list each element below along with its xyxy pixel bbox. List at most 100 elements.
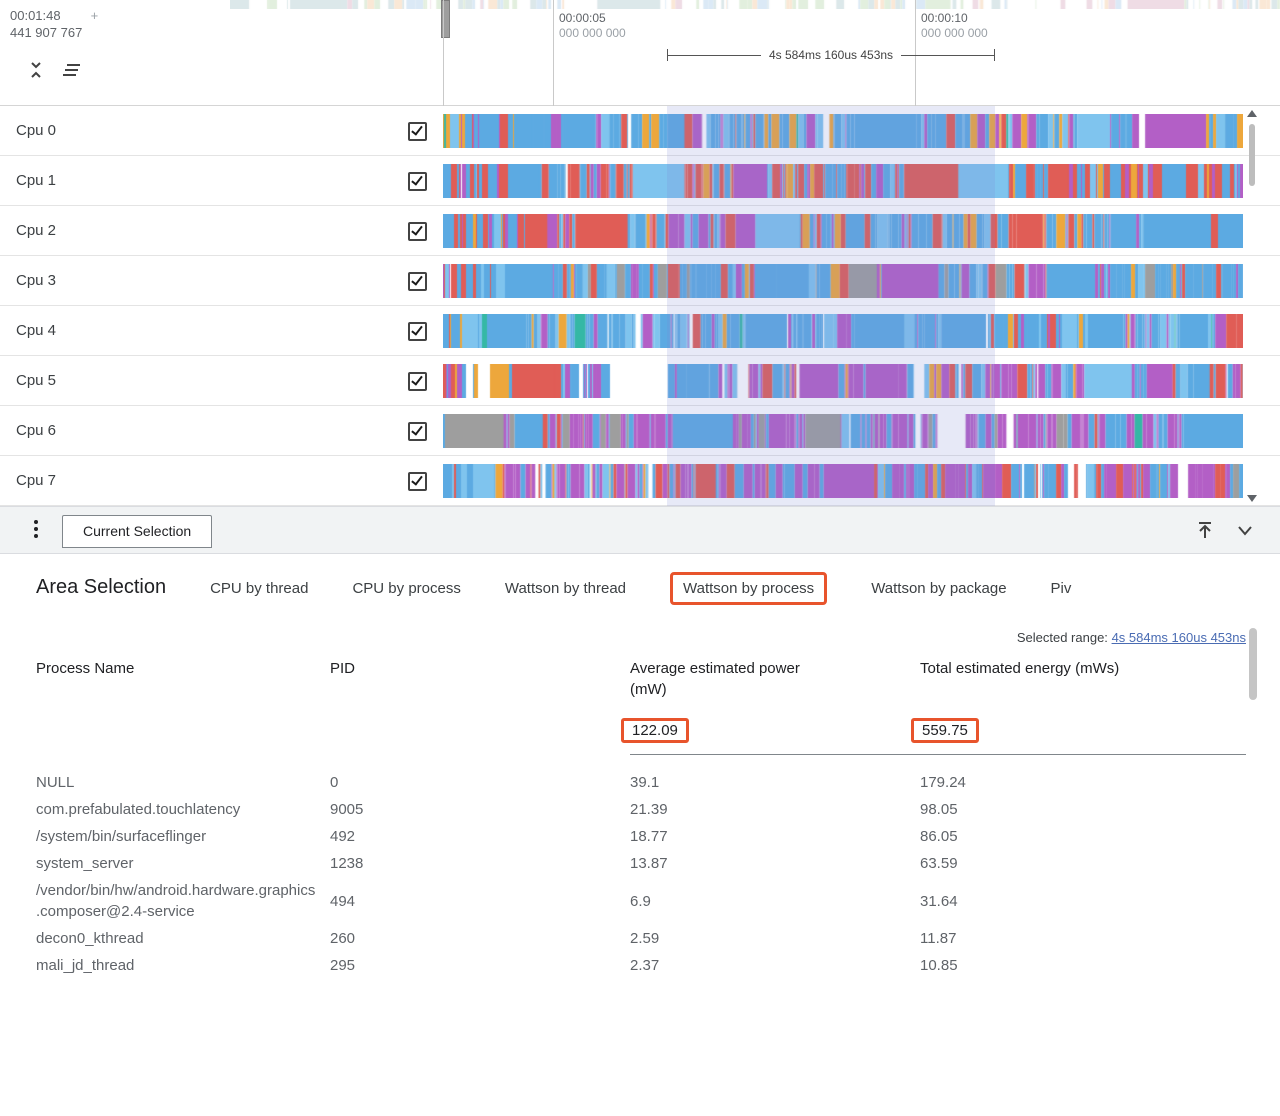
table-row: system_server 1238 13.87 63.59	[36, 850, 1246, 877]
track-checkbox[interactable]	[408, 372, 427, 391]
selected-range-label: Selected range:	[1016, 630, 1108, 645]
total-energy-cell: 10.85	[920, 957, 958, 974]
tab-current-selection[interactable]: Current Selection	[62, 515, 213, 548]
process-name-cell: com.prefabulated.touchlatency	[36, 801, 241, 818]
track-checkbox[interactable]	[408, 122, 427, 141]
table-header-row: Process Name PID Average estimated power…	[36, 658, 1246, 700]
tab-wattson-by-thread[interactable]: Wattson by thread	[504, 580, 627, 597]
avg-power-cell: 2.37	[630, 957, 660, 974]
total-avg-power: 122.09	[621, 718, 689, 743]
track-row-cpu7[interactable]: Cpu 7	[0, 456, 1280, 506]
ruler-gridline	[915, 0, 916, 106]
collapse-tracks-icon[interactable]	[26, 60, 46, 80]
track-label: Cpu 4	[16, 322, 57, 339]
avg-power-cell: 21.39	[630, 801, 668, 818]
tick-ns: 000 000 000	[559, 26, 626, 40]
track-slices-canvas[interactable]	[443, 114, 1243, 148]
selected-range-link[interactable]: 4s 584ms 160us 453ns	[1111, 630, 1246, 645]
timeline-header: 00:01:48 + 441 907 767 00:00:05 000 000 0…	[0, 0, 1280, 106]
track-list: Cpu 0 Cpu 1 Cpu 2 Cpu 3 Cpu 4 Cpu 5	[0, 106, 1280, 506]
process-name-cell: decon0_kthread	[36, 930, 144, 947]
track-slices-canvas[interactable]	[443, 414, 1243, 448]
col-total-energy: Total estimated energy (mWs)	[920, 660, 1120, 677]
pid-cell: 295	[330, 957, 356, 974]
avg-power-cell: 6.9	[630, 892, 651, 910]
total-energy-cell: 179.24	[920, 774, 966, 791]
track-label: Cpu 5	[16, 372, 57, 389]
pid-cell: 260	[330, 930, 356, 947]
details-panel: Area Selection CPU by thread CPU by proc…	[0, 554, 1280, 1116]
track-row-cpu4[interactable]: Cpu 4	[0, 306, 1280, 356]
col-avg-power: Average estimated power (mW)	[630, 660, 800, 698]
track-checkbox[interactable]	[408, 222, 427, 241]
avg-power-cell: 18.77	[630, 828, 668, 845]
track-row-cpu0[interactable]: Cpu 0	[0, 106, 1280, 156]
total-energy-cell: 86.05	[920, 828, 958, 845]
tab-pivot-table-truncated[interactable]: Piv	[1050, 580, 1072, 597]
cursor-time: 00:01:48	[10, 8, 61, 23]
process-name-cell: NULL	[36, 774, 75, 791]
panel-title: Area Selection	[36, 576, 167, 598]
tab-wattson-by-process[interactable]: Wattson by process	[670, 572, 828, 605]
track-slices-canvas[interactable]	[443, 264, 1243, 298]
track-slices-canvas[interactable]	[443, 314, 1243, 348]
scroll-to-top-icon[interactable]	[1194, 519, 1216, 541]
totals-separator	[630, 754, 1246, 755]
bracket-label: 4s 584ms 160us 453ns	[768, 48, 894, 62]
track-slices-canvas[interactable]	[443, 164, 1243, 198]
ruler-gridline	[443, 0, 444, 106]
track-checkbox[interactable]	[408, 272, 427, 291]
track-checkbox[interactable]	[408, 172, 427, 191]
track-checkbox[interactable]	[408, 422, 427, 441]
track-slices-canvas[interactable]	[443, 214, 1243, 248]
track-row-cpu2[interactable]: Cpu 2	[0, 206, 1280, 256]
tab-cpu-by-process[interactable]: CPU by process	[352, 580, 461, 597]
track-slices-canvas[interactable]	[443, 464, 1243, 498]
bracket-line	[668, 54, 761, 56]
tab-wattson-by-package[interactable]: Wattson by package	[871, 580, 1007, 597]
flatten-tracks-icon[interactable]	[60, 60, 82, 80]
track-row-cpu3[interactable]: Cpu 3	[0, 256, 1280, 306]
overview-minimap[interactable]	[230, 0, 1280, 9]
track-row-cpu5[interactable]: Cpu 5	[0, 356, 1280, 406]
time-tick: 00:00:05 000 000 000	[559, 11, 626, 41]
col-process-name: Process Name	[36, 660, 135, 677]
table-row: /vendor/bin/hw/android.hardware.graphics…	[36, 877, 1246, 925]
area-selection-header: Area Selection CPU by thread CPU by proc…	[36, 572, 1240, 605]
track-slices-canvas[interactable]	[443, 364, 1243, 398]
pid-cell: 1238	[330, 855, 364, 872]
scroll-up-arrow-icon[interactable]	[1247, 110, 1257, 117]
tab-cpu-by-thread[interactable]: CPU by thread	[210, 580, 309, 597]
viewport-drag-handle[interactable]	[441, 0, 450, 38]
avg-power-cell: 39.1	[630, 774, 660, 791]
pid-cell: 9005	[330, 801, 364, 818]
table-totals-row: 122.09 559.75	[36, 718, 1246, 743]
total-energy: 559.75	[911, 718, 979, 743]
tick-time: 00:00:05	[559, 11, 606, 25]
total-energy-cell: 63.59	[920, 855, 958, 872]
details-scrollbar-thumb[interactable]	[1249, 628, 1257, 700]
pid-cell: 492	[330, 828, 356, 845]
bracket-right-tick	[994, 49, 995, 61]
track-row-cpu1[interactable]: Cpu 1	[0, 156, 1280, 206]
scrollbar-thumb[interactable]	[1249, 124, 1255, 186]
bracket-left-tick	[667, 49, 668, 61]
table-row: com.prefabulated.touchlatency 9005 21.39…	[36, 796, 1246, 823]
more-options-icon[interactable]	[34, 520, 38, 538]
scroll-down-arrow-icon[interactable]	[1247, 495, 1257, 502]
pid-cell: 0	[330, 774, 339, 791]
process-name-cell: system_server	[36, 855, 134, 872]
table-row: /system/bin/surfaceflinger 492 18.77 86.…	[36, 823, 1246, 850]
col-pid: PID	[330, 660, 356, 677]
track-checkbox[interactable]	[408, 322, 427, 341]
track-scrollbar[interactable]	[1246, 108, 1258, 504]
selection-duration-bracket: 4s 584ms 160us 453ns	[667, 47, 995, 63]
tick-ns: 000 000 000	[921, 26, 988, 40]
track-row-cpu6[interactable]: Cpu 6	[0, 406, 1280, 456]
track-label: Cpu 2	[16, 222, 57, 239]
cursor-timestamp: 00:01:48 + 441 907 767	[10, 7, 98, 41]
track-checkbox[interactable]	[408, 472, 427, 491]
chevron-down-icon[interactable]	[1234, 519, 1256, 541]
total-energy-cell: 31.64	[920, 892, 958, 910]
details-tab-bar: Current Selection	[0, 506, 1280, 554]
